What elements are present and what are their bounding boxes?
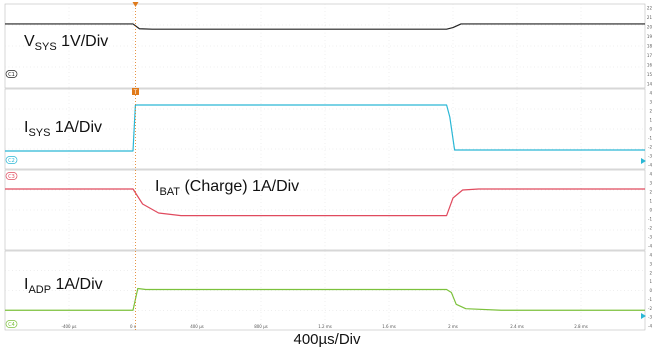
right-tick-label: 0 xyxy=(649,208,652,213)
right-tick-label: 17 xyxy=(647,53,653,58)
channel-label: ISYS 1A/Div xyxy=(24,119,102,139)
channel-badge xyxy=(5,156,18,164)
right-tick-label: -4 xyxy=(648,244,652,249)
channel-label-sub: BAT xyxy=(159,186,180,198)
channel-label-main: I xyxy=(155,178,159,195)
right-tick-label: -1 xyxy=(648,217,652,222)
right-tick-label: 4 xyxy=(649,172,652,177)
right-tick-label: 1 xyxy=(649,118,652,123)
right-tick-label: 2 xyxy=(649,190,652,195)
channel-label: IBAT (Charge) 1A/Div xyxy=(155,178,299,198)
channel-label-main: I xyxy=(24,276,28,293)
right-tick-label: -3 xyxy=(648,154,652,159)
right-tick-label: -4 xyxy=(648,324,652,329)
right-tick-label: 1 xyxy=(649,199,652,204)
right-tick-label: -2 xyxy=(648,145,652,150)
channel-badge-text: C2 xyxy=(8,158,15,164)
x-tick-label: 400 µs xyxy=(190,324,204,329)
right-tick-label: 0 xyxy=(649,127,652,132)
channel-badge-text: C3 xyxy=(8,174,15,180)
right-tick-label: 3 xyxy=(649,100,652,105)
right-tick-label: 19 xyxy=(647,34,653,39)
channel-label-main: V xyxy=(24,33,35,50)
channel-label-sub: SYS xyxy=(35,41,57,53)
right-tick-label: 14 xyxy=(647,82,653,87)
right-tick-label: 0 xyxy=(649,288,652,293)
trigger-t-letter: T xyxy=(134,90,138,96)
right-tick-label: 22 xyxy=(647,6,653,11)
channel-label-rest: 1V/Div xyxy=(57,33,109,50)
right-tick-label: -3 xyxy=(648,235,652,240)
channel-label-rest: 1A/Div xyxy=(51,276,103,293)
right-tick-label: 20 xyxy=(647,25,653,30)
channel-badge xyxy=(5,70,18,78)
x-tick-label: 2 ms xyxy=(448,324,458,329)
right-tick-label: 18 xyxy=(647,44,653,49)
right-tick-label: 4 xyxy=(649,253,652,258)
x-tick-label: 2.8 ms xyxy=(574,324,588,329)
ground-marker-icon xyxy=(641,313,646,319)
channel-band-c2: 4 3 2 1 0 -1 -2 -3 -4 C2 ISYS 1A/Div xyxy=(4,88,652,170)
channel-label-rest: (Charge) 1A/Div xyxy=(180,178,299,195)
channel-label-rest: 1A/Div xyxy=(50,119,102,136)
right-tick-label: -2 xyxy=(648,226,652,231)
right-tick-label: 1 xyxy=(649,279,652,284)
right-tick-label: 16 xyxy=(647,63,653,68)
right-tick-label: 21 xyxy=(647,15,653,20)
channel-band-c3: 4 3 2 1 0 -1 -2 -3 -4 C3 IBAT (Charge) 1A/Div xyxy=(4,169,652,251)
right-tick-label: -3 xyxy=(648,315,652,320)
x-tick-label: 0 s xyxy=(130,324,136,329)
waveform-c1 xyxy=(5,23,645,30)
right-tick-label: -4 xyxy=(648,163,652,168)
waveform-c3 xyxy=(5,188,645,217)
x-tick-label: 800 µs xyxy=(254,324,268,329)
right-tick-label: 15 xyxy=(647,72,653,77)
right-tick-label: -1 xyxy=(648,297,652,302)
channel-label-main: I xyxy=(24,119,28,136)
x-tick-label: 1.2 ms xyxy=(318,324,332,329)
channel-label-sub: SYS xyxy=(28,127,50,139)
channel-badge-text: C1 xyxy=(8,72,15,78)
channel-badge xyxy=(5,172,18,180)
right-tick-label: 3 xyxy=(649,181,652,186)
right-tick-label: 2 xyxy=(649,270,652,275)
right-tick-label: 2 xyxy=(649,109,652,114)
right-tick-label: -1 xyxy=(648,136,652,141)
right-tick-label: 4 xyxy=(649,91,652,96)
x-tick-label: -400 µs xyxy=(62,324,77,329)
x-tick-label: 2.4 ms xyxy=(510,324,524,329)
x-axis-label: 400µs/Div xyxy=(293,331,361,348)
waveform-c2 xyxy=(5,104,645,152)
channel-band-c4: 4 3 2 1 0 -1 -2 -3 -4 C4 IADP 1A/Div xyxy=(4,250,652,331)
trigger-t-badge xyxy=(132,88,139,95)
x-tick-label: 1.6 ms xyxy=(382,324,396,329)
channel-band-c1: 22 21 20 19 18 17 16 15 14 C1 VSYS 1V/Div xyxy=(4,3,653,89)
channel-badge xyxy=(5,320,18,328)
x-tick-labels: -400 µs 0 s 400 µs 800 µs 1.2 ms 1.6 ms 2 ms 2.… xyxy=(62,324,588,329)
right-tick-label: 3 xyxy=(649,261,652,266)
right-tick-label: -2 xyxy=(648,306,652,311)
channel-label: IADP 1A/Div xyxy=(24,276,103,296)
trigger-marker-icon xyxy=(132,2,139,7)
channel-label-sub: ADP xyxy=(28,284,51,296)
channel-label: VSYS 1V/Div xyxy=(24,33,108,53)
ground-marker-icon xyxy=(641,158,646,164)
channel-badge-text: C4 xyxy=(8,322,15,328)
